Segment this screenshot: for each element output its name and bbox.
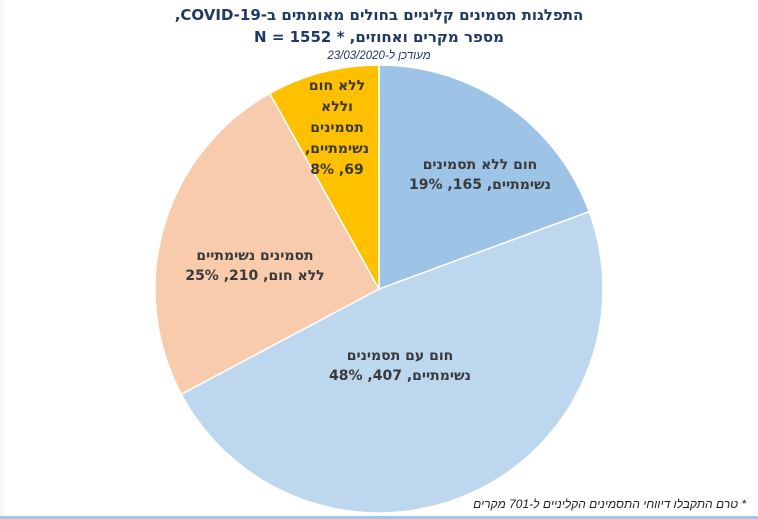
footnote: * טרם התקבלו דיווחי התסמינים הקליניים ל-… bbox=[473, 497, 746, 511]
slice-label-line: חום עם תסמינים bbox=[346, 348, 454, 364]
slice-label-line: ללא חום, 210, 25% bbox=[185, 268, 325, 284]
slice-label-resp-no-fever: תסמינים נשימתיים ללא חום, 210, 25% bbox=[170, 246, 340, 286]
slice-fever-no-resp bbox=[378, 64, 591, 291]
pie-slices bbox=[154, 64, 604, 514]
slice-label-line: תסמינים bbox=[310, 120, 364, 136]
slice-no-fever-no-resp bbox=[268, 64, 380, 292]
slice-label-line: ללא חום bbox=[308, 78, 366, 94]
slice-label-no-fever-no-resp: ללא חום וללא תסמינים נשימתיים, 69, 8% bbox=[292, 76, 382, 181]
slice-label-line: חום ללא תסמינים bbox=[422, 157, 538, 173]
slice-label-line: נשימתיים, 407, 48% bbox=[329, 368, 471, 384]
slice-fever-with-resp bbox=[180, 210, 604, 514]
left-edge bbox=[0, 0, 4, 519]
slice-label-line: 69, 8% bbox=[310, 162, 364, 178]
slice-label-fever-with-resp: חום עם תסמינים נשימתיים, 407, 48% bbox=[310, 346, 490, 386]
chart-title-line1: התפלגות תסמינים קליניים בחולים מאומתים ב… bbox=[174, 6, 584, 24]
slice-label-line: נשימתיים, 165, 19% bbox=[409, 177, 551, 193]
slice-label-line: נשימתיים, bbox=[304, 141, 370, 157]
slice-label-line: תסמינים נשימתיים bbox=[196, 248, 314, 264]
slice-label-fever-no-resp: חום ללא תסמינים נשימתיים, 165, 19% bbox=[395, 155, 565, 195]
chart-subtitle-updated: מעודכן ל-23/03/2020 bbox=[327, 50, 431, 62]
slice-resp-no-fever bbox=[154, 92, 381, 396]
slice-label-line: וללא bbox=[321, 99, 353, 115]
bottom-border bbox=[0, 516, 758, 519]
chart-title-line2: מספר מקרים ואחוזים, * N = 1552 bbox=[254, 28, 504, 46]
chart-title-block: התפלגות תסמינים קליניים בחולים מאומתים ב… bbox=[0, 4, 758, 64]
